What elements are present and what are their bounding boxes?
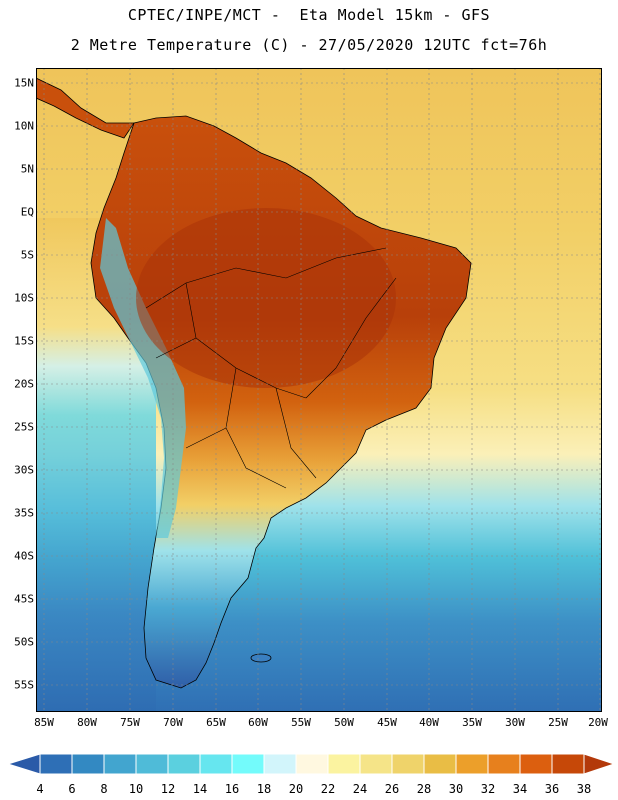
lon-label: 25W bbox=[548, 716, 568, 729]
lat-label: 15S bbox=[14, 334, 34, 348]
lon-label: 85W bbox=[34, 716, 54, 729]
lat-label: 10N bbox=[14, 119, 34, 133]
lat-label: 15N bbox=[14, 76, 34, 90]
colorbar-swatch bbox=[135, 753, 169, 775]
colorbar-swatch bbox=[295, 753, 329, 775]
lon-label: 35W bbox=[462, 716, 482, 729]
colorbar-tick-label: 22 bbox=[320, 782, 336, 796]
country-borders bbox=[145, 247, 397, 489]
lat-label: 40S bbox=[14, 549, 34, 563]
colorbar-tick-label: 8 bbox=[100, 782, 108, 796]
lon-label: 50W bbox=[334, 716, 354, 729]
lon-label: 20W bbox=[588, 716, 608, 729]
lon-label: 75W bbox=[120, 716, 140, 729]
lon-label: 30W bbox=[505, 716, 525, 729]
colorbar-swatch bbox=[103, 753, 137, 775]
colorbar-tick-label: 24 bbox=[352, 782, 368, 796]
colorbar-tick-label: 20 bbox=[288, 782, 304, 796]
colorbar-tick-label: 18 bbox=[256, 782, 272, 796]
lat-label: 30S bbox=[14, 463, 34, 477]
colorbar-swatch bbox=[487, 753, 521, 775]
colorbar-tick-label: 14 bbox=[192, 782, 208, 796]
lat-label: 25S bbox=[14, 420, 34, 434]
colorbar-swatch bbox=[263, 753, 297, 775]
lat-label: EQ bbox=[20, 205, 34, 219]
lon-label: 60W bbox=[248, 716, 268, 729]
lon-label: 40W bbox=[419, 716, 439, 729]
colorbar-swatch bbox=[455, 753, 489, 775]
colorbar-swatch bbox=[519, 753, 553, 775]
colorbar-under-arrow bbox=[6, 753, 41, 775]
lat-label: 35S bbox=[14, 506, 34, 520]
falkland-islands bbox=[250, 653, 272, 663]
colorbar-swatch bbox=[327, 753, 361, 775]
colorbar-tick-label: 26 bbox=[384, 782, 400, 796]
colorbar-swatch bbox=[167, 753, 201, 775]
colorbar-over-arrow bbox=[583, 753, 616, 775]
colorbar-tick-label: 32 bbox=[480, 782, 496, 796]
colorbar-swatch bbox=[391, 753, 425, 775]
map-title-line-1: CPTEC/INPE/MCT - Eta Model 15km - GFS bbox=[127, 6, 491, 24]
colorbar-swatch bbox=[231, 753, 265, 775]
lon-label: 65W bbox=[206, 716, 226, 729]
lat-label: 5S bbox=[20, 248, 34, 262]
colorbar-swatch bbox=[423, 753, 457, 775]
lat-label: 50S bbox=[14, 635, 34, 649]
colorbar-tick-label: 38 bbox=[576, 782, 592, 796]
colorbar-tick-label: 10 bbox=[128, 782, 144, 796]
lat-label: 20S bbox=[14, 377, 34, 391]
colorbar-swatch bbox=[551, 753, 585, 775]
map-frame bbox=[36, 68, 602, 712]
lon-label: 45W bbox=[377, 716, 397, 729]
temperature-map bbox=[36, 68, 602, 712]
lon-label: 55W bbox=[291, 716, 311, 729]
lon-label: 80W bbox=[77, 716, 97, 729]
colorbar-tick-label: 16 bbox=[224, 782, 240, 796]
colorbar-tick-label: 30 bbox=[448, 782, 464, 796]
colorbar-swatch bbox=[359, 753, 393, 775]
lat-label: 45S bbox=[14, 592, 34, 606]
colorbar-tick-label: 34 bbox=[512, 782, 528, 796]
lat-label: 55S bbox=[14, 678, 34, 692]
colorbar-tick-label: 12 bbox=[160, 782, 176, 796]
colorbar-swatch bbox=[199, 753, 233, 775]
graticule bbox=[36, 68, 602, 712]
colorbar-tick-label: 36 bbox=[544, 782, 560, 796]
map-title-line-2: 2 Metre Temperature (C) - 27/05/2020 12U… bbox=[70, 36, 548, 54]
colorbar-swatch bbox=[39, 753, 73, 775]
lon-label: 70W bbox=[163, 716, 183, 729]
colorbar-swatch bbox=[71, 753, 105, 775]
central-america-land bbox=[36, 77, 135, 139]
lat-label: 5N bbox=[20, 162, 34, 176]
colorbar-tick-label: 28 bbox=[416, 782, 432, 796]
colorbar bbox=[6, 753, 616, 775]
lat-label: 10S bbox=[14, 291, 34, 305]
colorbar-tick-label: 6 bbox=[68, 782, 76, 796]
colorbar-tick-label: 4 bbox=[36, 782, 44, 796]
